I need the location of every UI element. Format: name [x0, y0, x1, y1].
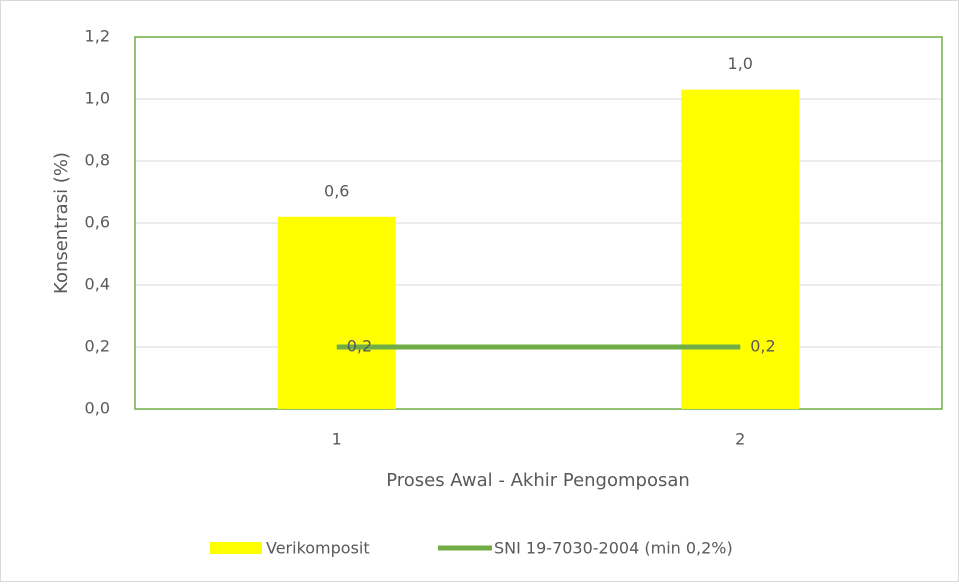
- legend-label: SNI 19-7030-2004 (min 0,2%): [494, 539, 733, 558]
- y-tick-label: 0,2: [85, 337, 110, 356]
- plot-border: [134, 36, 943, 410]
- x-tick-label: 2: [735, 430, 745, 449]
- x-tick-label: 1: [332, 430, 342, 449]
- y-axis-title: Konsentrasi (%): [51, 152, 72, 294]
- y-tick-label: 0,8: [85, 151, 110, 170]
- data-label: 0,2: [347, 337, 372, 356]
- y-tick-label: 1,0: [85, 89, 110, 108]
- y-tick-label: 1,2: [85, 27, 110, 46]
- legend-swatch: [210, 542, 262, 554]
- y-tick-label: 0,6: [85, 213, 110, 232]
- bar: [681, 89, 800, 409]
- y-tick-label: 0,4: [85, 275, 110, 294]
- x-axis-title: Proses Awal - Akhir Pengomposan: [386, 470, 690, 491]
- y-tick-label: 0,0: [85, 399, 110, 418]
- data-label: 0,2: [750, 337, 775, 356]
- legend-label: Verikomposit: [266, 539, 370, 558]
- data-label: 0,6: [324, 181, 349, 200]
- bar: [277, 216, 396, 409]
- data-label: 1,0: [728, 54, 753, 73]
